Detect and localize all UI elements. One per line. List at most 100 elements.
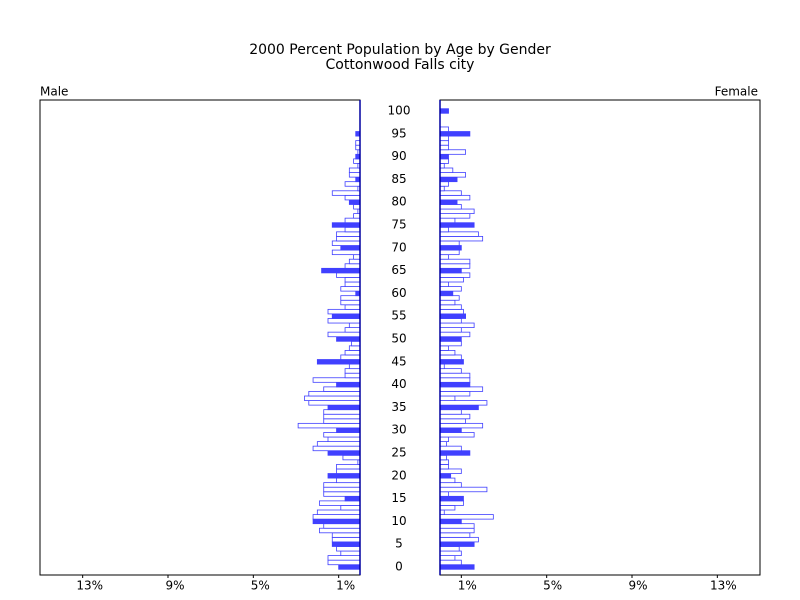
bar xyxy=(439,304,462,310)
bar xyxy=(323,486,361,493)
bar xyxy=(319,500,361,506)
bar xyxy=(308,400,361,406)
bar xyxy=(439,194,471,201)
bar xyxy=(439,135,449,142)
bar xyxy=(439,536,479,543)
bar xyxy=(439,514,494,520)
bar xyxy=(439,491,449,497)
age-label: 75 xyxy=(391,218,406,232)
age-label: 50 xyxy=(391,332,406,346)
bar xyxy=(331,190,361,196)
bar xyxy=(344,349,361,356)
bar xyxy=(344,495,361,502)
age-label: 0 xyxy=(395,560,403,574)
bar xyxy=(439,281,449,287)
bar xyxy=(439,564,475,570)
bar xyxy=(344,181,361,187)
bar xyxy=(312,514,361,520)
bar xyxy=(348,345,361,351)
bar xyxy=(331,532,361,538)
bar xyxy=(327,318,361,324)
bar xyxy=(439,532,471,538)
x-tick-label: 13% xyxy=(710,579,737,593)
bar xyxy=(439,377,471,383)
bar xyxy=(316,359,361,365)
bar xyxy=(439,286,462,292)
bar xyxy=(351,340,361,347)
bar xyxy=(439,559,462,566)
bar xyxy=(439,254,449,260)
bar xyxy=(331,313,361,319)
bar xyxy=(439,245,462,251)
bar xyxy=(340,299,361,306)
bar xyxy=(348,363,361,370)
age-label: 80 xyxy=(391,195,406,209)
bar xyxy=(344,263,361,269)
bar xyxy=(439,409,462,415)
bar xyxy=(344,217,361,224)
male-panel xyxy=(39,99,361,576)
bar xyxy=(439,204,462,210)
x-tick-label: 1% xyxy=(458,579,477,593)
bar xyxy=(327,404,361,411)
bar xyxy=(439,395,456,401)
bar xyxy=(439,473,452,479)
bar xyxy=(439,459,449,465)
bar xyxy=(348,258,361,265)
bar xyxy=(348,322,361,329)
bar xyxy=(439,340,462,347)
bar xyxy=(336,235,361,242)
bar xyxy=(439,158,449,164)
bar xyxy=(344,327,361,333)
x-tick-label: 13% xyxy=(76,579,103,593)
bar xyxy=(439,482,462,488)
x-tick-label: 5% xyxy=(543,579,562,593)
bar xyxy=(340,505,361,511)
bar xyxy=(439,555,456,561)
bar xyxy=(439,500,464,506)
bar xyxy=(336,231,361,237)
bar xyxy=(439,313,467,319)
bar xyxy=(327,555,361,561)
age-label: 10 xyxy=(391,514,406,528)
bar xyxy=(439,235,484,242)
bar xyxy=(439,199,458,205)
bar xyxy=(439,404,479,411)
legend-female: Female xyxy=(715,85,758,99)
bar xyxy=(439,541,475,547)
bar xyxy=(340,550,361,556)
bar xyxy=(439,263,471,269)
bar xyxy=(316,509,361,515)
bar xyxy=(327,436,361,443)
age-label: 95 xyxy=(391,126,406,140)
age-label: 35 xyxy=(391,400,406,414)
bar xyxy=(439,336,462,342)
age-label: 55 xyxy=(391,309,406,323)
bar xyxy=(439,318,462,324)
bar xyxy=(342,454,361,461)
bar xyxy=(439,322,475,329)
age-label: 30 xyxy=(391,423,406,437)
bar xyxy=(439,468,462,474)
age-label: 100 xyxy=(388,104,411,118)
bar xyxy=(340,245,361,251)
bar xyxy=(323,409,361,415)
bar xyxy=(338,564,361,570)
bar xyxy=(336,427,361,433)
bar xyxy=(344,304,361,310)
bar xyxy=(439,441,447,447)
bar xyxy=(439,131,471,137)
bar xyxy=(439,213,471,219)
bar xyxy=(439,477,456,484)
bar xyxy=(439,190,462,196)
bar xyxy=(439,454,447,461)
bar xyxy=(323,386,361,392)
bar xyxy=(439,445,462,452)
bar xyxy=(439,331,471,338)
bar xyxy=(439,381,471,388)
bar xyxy=(319,527,361,534)
bar xyxy=(348,167,361,173)
bar xyxy=(336,463,361,470)
bar xyxy=(439,527,475,534)
